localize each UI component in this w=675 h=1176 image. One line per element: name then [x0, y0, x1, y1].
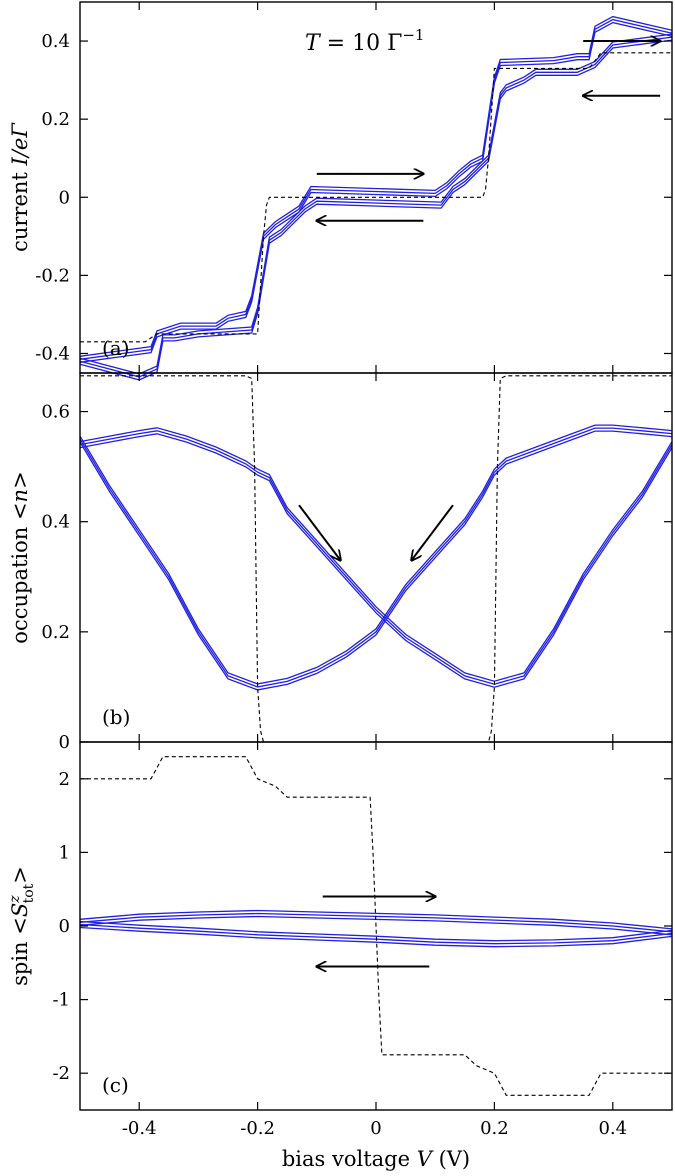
x-tick-label: 0.4 [598, 1118, 627, 1139]
temperature-annotation: T = 10 Γ−1 [305, 26, 424, 56]
hysteresis-curve-1 [79, 18, 673, 360]
y-tick-label: -0.4 [35, 343, 70, 364]
plot-frame [79, 372, 673, 743]
panel-label: (a) [102, 336, 130, 360]
panel-label: (c) [102, 1073, 129, 1097]
x-tick-label: -0.4 [122, 1118, 157, 1139]
hysteresis-curve-1-trace2 [79, 427, 673, 682]
x-axis-title: bias voltage V (V) [282, 1147, 470, 1171]
panel-c: -2 -1 0 1 2 -0.4 -0.2 0 0.2 0.4 (c) spin <Sztot> bia… [7, 741, 673, 1171]
panel-b: 0 0.2 0.4 0.6 (b) occupation <n> [8, 372, 673, 753]
panel-label: (b) [102, 705, 130, 729]
y-axis-title: occupation <n> [8, 471, 32, 643]
x-tick-label: 0.2 [480, 1118, 509, 1139]
hysteresis-curve-2 [79, 36, 673, 378]
hysteresis-curve-2-trace2 [79, 920, 673, 942]
hysteresis-curve-2-trace1 [79, 430, 673, 691]
y-tick-label: 0.4 [41, 512, 70, 533]
y-tick-label: 0.6 [41, 402, 70, 423]
y-tick-label: -1 [52, 990, 70, 1011]
y-axis-title: current I/eΓ [8, 122, 32, 252]
y-axis-title: spin <Sztot> [7, 866, 37, 986]
hysteresis-curve-1-trace1 [79, 433, 673, 688]
y-tick-label: 2 [59, 769, 70, 790]
y-tick-label: 0.4 [41, 31, 70, 52]
y-tick-label: -0.2 [35, 265, 70, 286]
hysteresis-curve-2-trace1 [79, 926, 673, 948]
x-tick-label: 0 [370, 1118, 381, 1139]
plot-frame [79, 1, 673, 374]
sweep-arrow-down-right [298, 504, 340, 560]
hysteresis-curve-1-trace2 [79, 909, 673, 930]
hysteresis-curve-1-trace2 [79, 15, 673, 357]
y-tick-label: 0.2 [41, 622, 70, 643]
hysteresis-curve-1-trace1 [79, 21, 673, 363]
hysteresis-curve-2-trace1 [79, 39, 673, 381]
x-tick-label: -0.2 [240, 1118, 275, 1139]
y-tick-label: 1 [59, 842, 70, 863]
y-tick-label: 0.2 [41, 109, 70, 130]
sweep-arrow-down-left [412, 504, 454, 560]
plot-layer: -0.4 -0.2 0 0.2 0.4 (a) current I/eΓ T = 10 Γ−1… [7, 1, 673, 1171]
hysteresis-curve-2-trace2 [79, 424, 673, 685]
reference-line-dashed-3 [80, 756, 672, 1096]
y-tick-label: -2 [52, 1063, 70, 1084]
y-tick-label: 0 [59, 187, 70, 208]
hysteresis-curve-2-trace2 [79, 33, 673, 375]
panel-a: -0.4 -0.2 0 0.2 0.4 (a) current I/eΓ T = 10 Γ−1 [8, 1, 673, 381]
y-tick-label: 0 [59, 916, 70, 937]
hysteresis-curve-1 [79, 430, 673, 685]
y-tick-label: 0 [59, 732, 70, 753]
hysteresis-curve-2 [79, 427, 673, 688]
